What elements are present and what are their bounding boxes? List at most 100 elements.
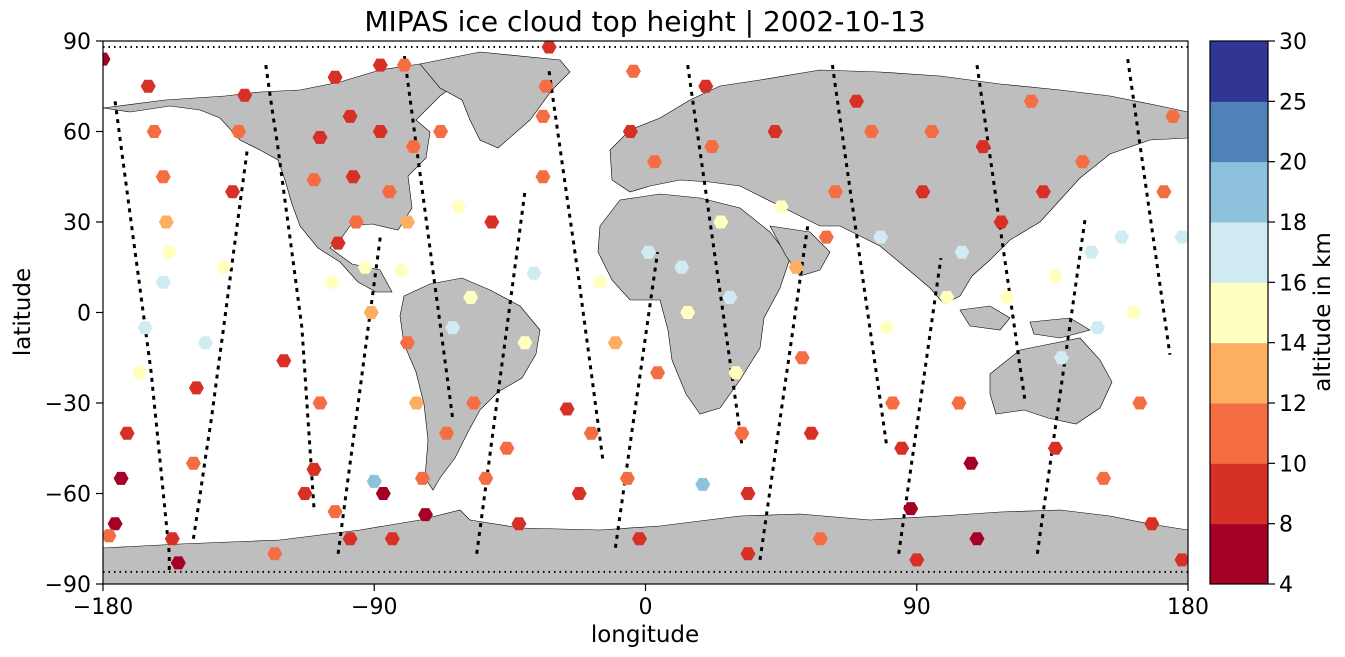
cloud-point xyxy=(140,79,156,93)
colorbar-segment xyxy=(1210,403,1268,464)
cloud-point xyxy=(954,245,970,259)
cloud-point xyxy=(415,471,430,485)
cloud-point xyxy=(330,236,346,250)
cloud-point xyxy=(993,215,1009,229)
cloud-point xyxy=(216,260,232,274)
cloud-point xyxy=(849,94,864,108)
cloud-point xyxy=(418,508,433,522)
cloud-point xyxy=(225,185,241,199)
chart-title: MIPAS ice cloud top height | 2002-10-13 xyxy=(364,5,925,38)
southeast-asia-islands xyxy=(959,305,1091,339)
cloud-point xyxy=(188,381,204,395)
cloud-point xyxy=(1132,396,1148,410)
colorbar-tick-label: 30 xyxy=(1279,30,1307,55)
cloud-point xyxy=(161,245,177,259)
orbit-track xyxy=(686,64,744,446)
cloud-point xyxy=(399,336,415,350)
colorbar-tick-label: 14 xyxy=(1279,332,1307,357)
cloud-point xyxy=(405,140,421,154)
orbit-track xyxy=(975,64,1027,404)
colorbar-tick-label: 8 xyxy=(1279,513,1293,538)
y-axis-ticks: 90 60 30 0 −30 −60 −90 xyxy=(45,30,103,598)
cloud-point xyxy=(788,260,804,274)
cloud-point xyxy=(517,336,533,350)
cloud-point xyxy=(641,245,656,259)
orbit-track xyxy=(830,64,889,446)
cloud-point xyxy=(357,260,373,274)
colorbar-segment xyxy=(1210,463,1268,525)
y-tick-label: −60 xyxy=(45,483,91,508)
cloud-point xyxy=(342,109,358,123)
cloud-point xyxy=(399,215,415,229)
cloud-point xyxy=(903,502,919,516)
cloud-point xyxy=(433,125,449,138)
x-axis-label: longitude xyxy=(591,622,699,648)
cloud-point xyxy=(103,529,117,543)
y-tick-label: 30 xyxy=(63,211,91,236)
cloud-point xyxy=(1047,441,1063,455)
cloud-point xyxy=(306,462,322,476)
orbit-track xyxy=(475,191,527,555)
europe-asia-landmass xyxy=(609,69,1188,305)
cloud-point xyxy=(794,351,810,365)
cloud-point xyxy=(625,64,641,78)
cloud-point xyxy=(267,547,283,561)
cloud-point xyxy=(146,125,162,138)
y-tick-label: 0 xyxy=(77,302,91,327)
cloud-point xyxy=(975,140,991,154)
south-america-landmass xyxy=(399,277,541,491)
cloud-point xyxy=(622,125,638,138)
cloud-point xyxy=(607,336,623,350)
cloud-point xyxy=(276,354,292,368)
colorbar-label: altitude in km xyxy=(1310,232,1336,392)
cloud-point xyxy=(363,306,379,319)
colorbar-tick-label: 10 xyxy=(1279,452,1307,477)
cloud-point xyxy=(131,366,147,380)
cloud-point xyxy=(969,532,985,546)
cloud-point xyxy=(451,200,467,214)
cloud-point xyxy=(158,215,174,229)
colorbar-tick-label: 18 xyxy=(1279,211,1307,236)
cloud-point xyxy=(740,487,756,500)
cloud-point xyxy=(408,396,424,410)
cloud-point xyxy=(312,131,328,144)
greenland-landmass xyxy=(419,51,571,149)
cloud-point xyxy=(535,170,551,184)
colorbar-segment xyxy=(1210,161,1268,223)
cloud-point xyxy=(526,266,542,280)
cloud-point xyxy=(372,125,388,138)
cloud-point xyxy=(103,52,111,66)
y-axis-label: latitude xyxy=(10,268,36,356)
cloud-point xyxy=(466,396,482,410)
y-tick-label: 60 xyxy=(63,121,91,146)
cloud-point xyxy=(650,366,666,380)
cloud-point xyxy=(698,79,714,93)
cloud-point xyxy=(137,321,153,335)
cloud-point xyxy=(864,125,879,138)
cloud-point xyxy=(767,125,783,138)
cloud-point xyxy=(439,426,455,440)
cloud-point xyxy=(499,441,515,455)
orbit-track xyxy=(402,55,455,419)
colorbar-segment xyxy=(1210,41,1268,102)
cloud-point xyxy=(963,456,979,470)
x-tick-label: −90 xyxy=(351,595,397,620)
orbit-track xyxy=(113,101,171,572)
cloud-point xyxy=(680,306,696,319)
y-tick-label: −90 xyxy=(45,573,91,598)
cloud-point xyxy=(803,426,819,440)
cloud-point xyxy=(1114,230,1130,244)
cloud-point xyxy=(1047,269,1063,283)
land-masses xyxy=(103,51,1188,584)
cloud-point xyxy=(445,321,461,335)
cloud-point xyxy=(1165,109,1181,123)
orbit-track xyxy=(758,221,810,561)
colorbar-tick-label: 20 xyxy=(1279,151,1307,176)
cloud-point xyxy=(647,155,662,169)
colorbar-tick-label: 16 xyxy=(1279,271,1307,296)
colorbar-segment xyxy=(1210,101,1268,163)
x-tick-label: 0 xyxy=(639,595,653,620)
cloud-point xyxy=(1156,185,1172,199)
cloud-point xyxy=(695,478,711,491)
